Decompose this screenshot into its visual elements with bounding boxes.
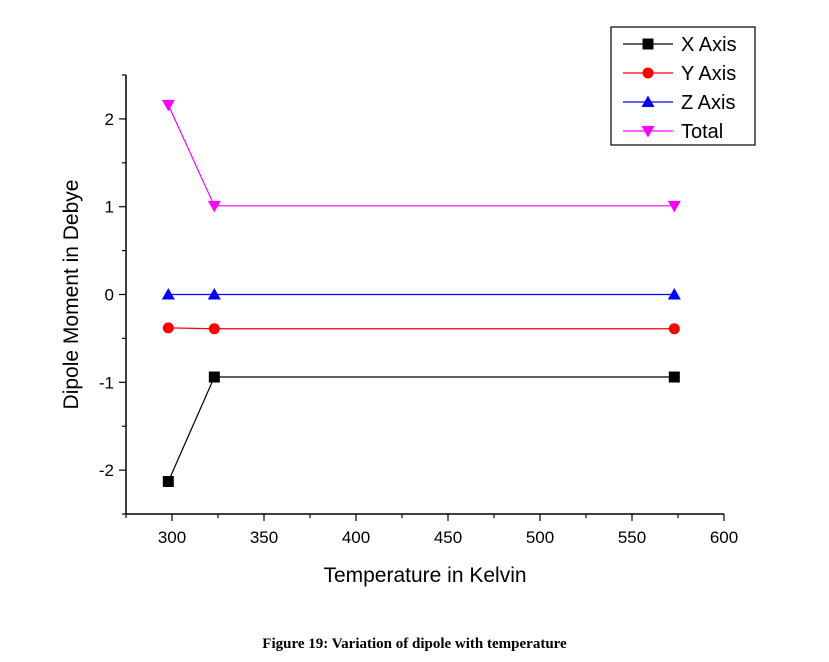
data-point-x-axis [162,476,174,488]
data-point-total [207,200,221,213]
x-tick-label: 450 [434,528,462,547]
series-line-x-axis [167,376,675,482]
data-point-z-axis [207,288,221,300]
y-axis-title: Dipole Moment in Debye [60,180,83,410]
series-y-axis [162,322,680,335]
y-tick-label: 1 [105,198,114,217]
data-point-z-axis [667,288,681,300]
dipole-chart: 300 350 400 450 500 550 600 -2 -1 0 1 2 Temperature… [60,26,756,587]
series-layer [161,99,681,488]
series-line-total [167,104,675,207]
x-tick-label: 500 [526,528,554,547]
data-point-total [667,200,681,213]
series-line-y-axis [168,327,675,330]
x-tick-label: 350 [250,528,278,547]
legend-marker-y-axis [642,67,654,79]
data-point-y-axis [668,323,680,335]
data-point-x-axis [208,371,220,383]
y-tick-label: 0 [105,286,114,305]
legend-label-z-axis: Z Axis [681,92,735,114]
y-tick-label: 2 [105,110,114,129]
x-tick-label: 300 [158,528,186,547]
x-tick-label: 550 [618,528,646,547]
legend-label-y-axis: Y Axis [681,63,736,85]
legend-marker-z-axis [641,95,655,107]
legend-marker-total [641,126,655,138]
data-point-y-axis [162,322,174,334]
x-axis-title: Temperature in Kelvin [323,564,526,587]
data-point-x-axis [668,371,680,383]
figure-caption: Figure 19: Variation of dipole with temp… [262,636,567,652]
legend-label-total: Total [681,121,723,143]
series-x-axis [162,371,680,488]
legend: X Axis Y Axis Z Axis Total [610,26,756,146]
y-tick-label: -1 [99,373,114,392]
data-point-total [161,99,175,112]
legend-box [610,26,756,146]
data-point-y-axis [208,323,220,335]
series-total [161,99,681,213]
y-tick-label: -2 [99,461,114,480]
x-tick-label: 600 [710,528,738,547]
legend-label-x-axis: X Axis [681,34,737,56]
legend-marker-x-axis [642,38,654,50]
axes: 300 350 400 450 500 550 600 -2 -1 0 1 2 [99,74,738,547]
series-z-axis [161,288,681,300]
x-tick-label: 400 [342,528,370,547]
data-point-z-axis [161,288,175,300]
